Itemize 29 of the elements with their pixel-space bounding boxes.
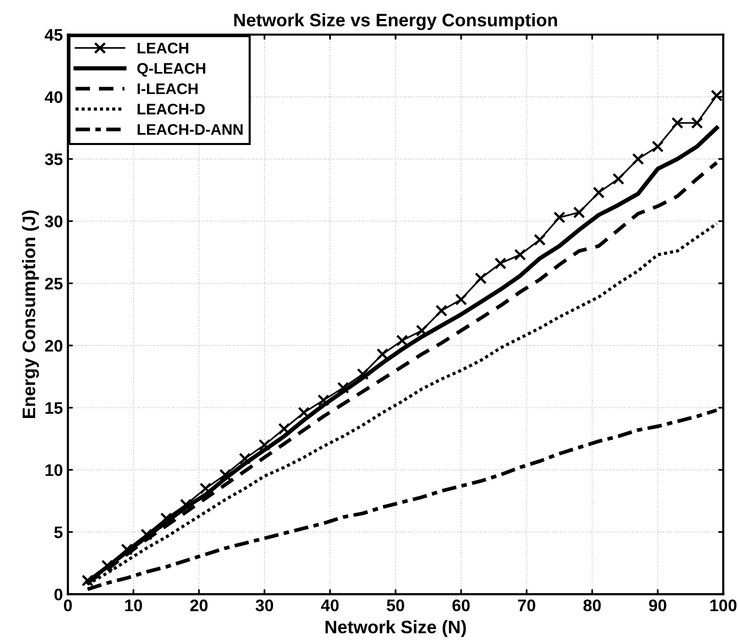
- x-tick-label: 40: [321, 600, 339, 612]
- x-tick-label: 20: [190, 600, 208, 612]
- x-tick-label: 30: [256, 600, 274, 612]
- chart-title: Network Size vs Energy Consumption: [234, 13, 557, 30]
- x-tick-label: 60: [452, 600, 470, 612]
- y-axis-title: Energy Consumption (J): [22, 210, 39, 418]
- x-tick-label: 90: [649, 600, 666, 612]
- x-tick-label: 80: [583, 600, 601, 612]
- y-tick-label: 0: [54, 588, 62, 600]
- y-tick-label: 40: [44, 91, 62, 103]
- legend-label: LEACH: [138, 42, 188, 54]
- x-tick-label: 100: [710, 600, 736, 612]
- y-tick-label: 20: [45, 340, 62, 352]
- y-tick-label: 5: [54, 526, 63, 538]
- legend-label: LEACH-D: [138, 104, 205, 115]
- y-tick-label: 35: [44, 153, 63, 166]
- y-tick-label: 25: [45, 278, 63, 290]
- x-tick-label: 70: [518, 600, 536, 612]
- x-tick-label: 50: [386, 600, 404, 612]
- y-tick-label: 15: [46, 402, 63, 414]
- y-tick-label: 30: [44, 216, 62, 228]
- legend-label: I-LEACH: [138, 83, 198, 94]
- y-tick-label: 45: [44, 29, 63, 41]
- y-tick-label: 10: [46, 464, 62, 476]
- x-tick-label: 10: [125, 600, 142, 612]
- x-axis-title: Network Size (N): [326, 620, 466, 637]
- legend-label: LEACH-D-ANN: [138, 124, 243, 135]
- legend-label: Q-LEACH: [137, 63, 206, 77]
- x-tick-label: 0: [64, 600, 72, 612]
